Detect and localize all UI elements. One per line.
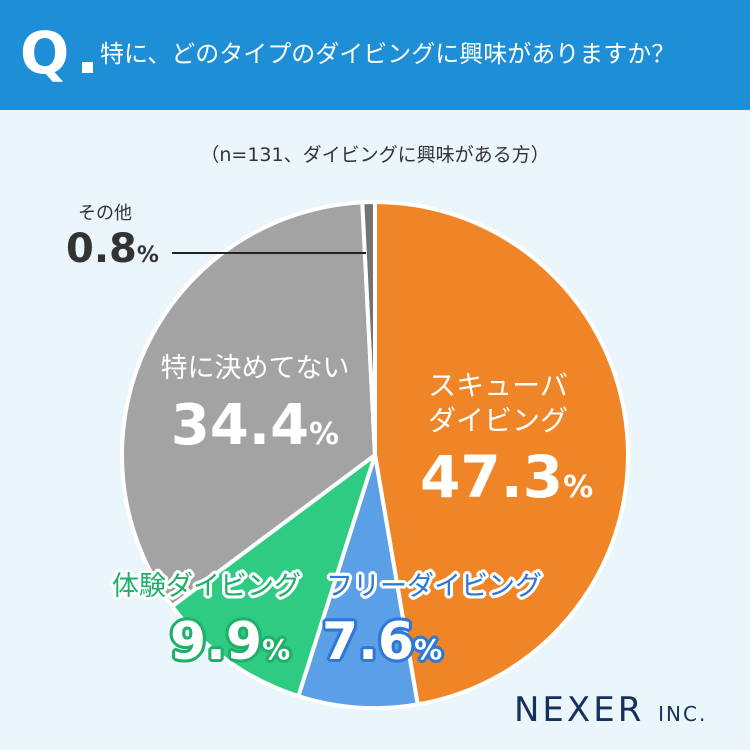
percent-value: 34.4 xyxy=(170,393,310,458)
nexer-logo: NEXER INC. xyxy=(514,690,707,734)
percent-sign: % xyxy=(262,633,291,666)
slice-label-trial-diving: 体験ダイビング xyxy=(112,571,301,602)
percent-sign: % xyxy=(563,470,594,505)
pie-slice-free-diving xyxy=(296,453,420,710)
question-header: Q 特に、どのタイプのダイビングに興味がありますか？ xyxy=(0,0,750,110)
percent-value: 7.6 xyxy=(322,612,415,672)
slice-label-scuba-diving: スキューバ ダイビング xyxy=(428,369,569,437)
brand-suffix: INC. xyxy=(658,702,708,726)
pie-slice-other xyxy=(360,200,377,457)
brand-name: NEXER xyxy=(514,690,645,730)
slice-label-other: その他 xyxy=(78,203,132,224)
slice-percent-scuba-diving: 47.3% xyxy=(420,448,594,506)
slice-percent-undecided: 34.4% xyxy=(150,398,360,454)
slice-percent-other: 0.8% xyxy=(66,229,176,269)
slice-percent-trial-diving: 9.9% xyxy=(170,616,320,668)
pie-slice-undecided xyxy=(120,200,377,609)
slice-label-undecided: 特に決めてない xyxy=(160,353,350,384)
pie-slice-scuba-diving xyxy=(373,200,631,707)
percent-sign: % xyxy=(414,633,443,666)
pie-slice-trial-diving xyxy=(170,453,377,699)
question-text: 特に、どのタイプのダイビングに興味がありますか？ xyxy=(100,40,676,68)
percent-sign: % xyxy=(136,243,159,268)
percent-value: 0.8 xyxy=(66,226,137,272)
percent-sign: % xyxy=(309,417,340,452)
q-dot-decoration xyxy=(82,62,93,73)
q-mark: Q xyxy=(20,19,70,87)
slice-label-free-diving: フリーダイビング xyxy=(326,571,542,602)
sample-note: （n=131、ダイビングに興味がある方） xyxy=(200,144,550,166)
percent-value: 9.9 xyxy=(170,612,263,672)
percent-value: 47.3 xyxy=(420,443,564,511)
slice-percent-free-diving: 7.6% xyxy=(322,616,462,668)
